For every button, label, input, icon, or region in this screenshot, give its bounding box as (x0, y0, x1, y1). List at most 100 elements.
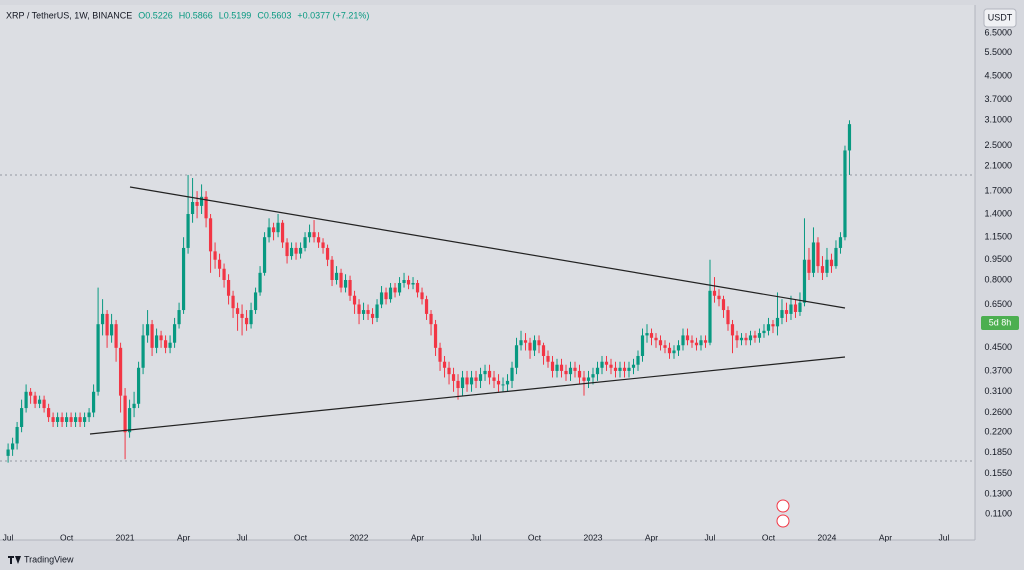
candle-body (424, 299, 429, 314)
candle-body (60, 417, 64, 422)
candle-body (537, 340, 541, 346)
candle-body (433, 324, 438, 348)
candle-body (676, 345, 681, 351)
candle-body (226, 279, 231, 296)
candle-body (109, 324, 114, 336)
candle-body (10, 443, 15, 450)
candle-body (303, 237, 307, 248)
candle-body (780, 310, 784, 318)
event-icon[interactable] (776, 499, 790, 513)
y-tick-label: 0.2200 (984, 427, 1012, 437)
candle-body (393, 287, 397, 293)
candle-body (127, 408, 132, 433)
candle-body (123, 395, 127, 433)
y-tick-label: 0.1100 (985, 508, 1012, 518)
y-tick-label: 5.5000 (984, 47, 1012, 57)
y-tick-label: 2.1000 (984, 161, 1012, 171)
candle-body (654, 337, 658, 341)
x-tick-label: Apr (879, 532, 892, 542)
candle-body (456, 380, 460, 389)
candle-body (289, 247, 294, 257)
candle-body (708, 290, 712, 343)
candle-body (276, 222, 280, 233)
candle-body (307, 232, 312, 238)
x-tick-label: Oct (60, 532, 74, 542)
candle-body (406, 279, 411, 285)
candle-body (483, 370, 487, 375)
countdown-badge (981, 316, 1019, 330)
candle-body (631, 364, 636, 368)
candle-body (703, 340, 708, 343)
y-tick-label: 6.5000 (984, 27, 1012, 37)
candle-body (352, 295, 357, 305)
candle-body (721, 299, 726, 311)
y-tick-label: 0.3100 (984, 386, 1012, 396)
candle-body (789, 304, 793, 314)
candle-body (825, 259, 829, 273)
candle-body (235, 308, 240, 314)
candle-body (460, 377, 465, 389)
currency-label: USDT (988, 12, 1013, 22)
candle-body (663, 345, 667, 348)
x-tick-label: Apr (177, 532, 190, 542)
candle-body (748, 335, 753, 341)
ohlc-legend: O0.5226 H0.5866 L0.5199 C0.5603 +0.0377 (+7.… (138, 10, 369, 20)
candle-body (217, 259, 222, 269)
plot-area (0, 5, 975, 540)
candle-body (775, 317, 780, 327)
y-tick-label: 3.1000 (984, 115, 1012, 125)
candle-body (717, 295, 721, 300)
candle-body (672, 350, 676, 354)
ohlc-value: +0.0377 (+7.21%) (297, 10, 369, 20)
candle-body (357, 304, 361, 314)
y-tick-label: 0.1550 (984, 468, 1012, 478)
candle-body (339, 272, 343, 288)
x-tick-label: 2023 (584, 532, 603, 542)
candle-body (118, 347, 123, 396)
candle-body (37, 399, 42, 404)
candle-body (330, 259, 334, 280)
candle-body (447, 367, 451, 375)
candle-body (51, 417, 55, 422)
x-tick-label: Oct (294, 532, 308, 542)
currency-box[interactable] (983, 8, 1017, 28)
event-icon[interactable] (776, 514, 790, 528)
x-tick-label: 2024 (818, 532, 837, 542)
candle-body (177, 310, 181, 325)
candle-body (55, 417, 60, 422)
candle-body (312, 232, 316, 238)
candle-body (163, 340, 168, 348)
candle-body (541, 345, 546, 356)
candle-body (249, 310, 253, 325)
y-tick-label: 2.5000 (984, 140, 1012, 150)
candle-body (622, 367, 627, 371)
candle-body (492, 377, 496, 381)
x-tick-label: 2021 (116, 532, 135, 542)
candle-body (699, 340, 703, 346)
candle-body (564, 370, 568, 375)
candle-body (100, 313, 105, 325)
candle-body (294, 247, 298, 254)
candle-body (667, 347, 672, 354)
x-tick-label: Jul (3, 532, 14, 542)
candle-body (681, 335, 685, 346)
candle-body (690, 340, 694, 343)
candle-body (397, 282, 402, 293)
trendline-lower (89, 356, 846, 435)
candle-body (816, 242, 820, 267)
candle-body (366, 310, 370, 314)
candle-body (280, 222, 285, 243)
candle-body (6, 449, 10, 456)
candle-body (231, 295, 235, 309)
candle-body (213, 251, 217, 260)
candle-body (384, 292, 388, 300)
candle-body (105, 313, 109, 336)
candle-body (820, 266, 825, 273)
ohlc-value: O0.5226 (138, 10, 173, 20)
candle-body (415, 282, 420, 293)
candle-body (298, 247, 303, 254)
candle-body (222, 268, 226, 280)
candle-body (343, 279, 348, 288)
candle-body (451, 374, 456, 381)
candle-body (78, 417, 82, 422)
